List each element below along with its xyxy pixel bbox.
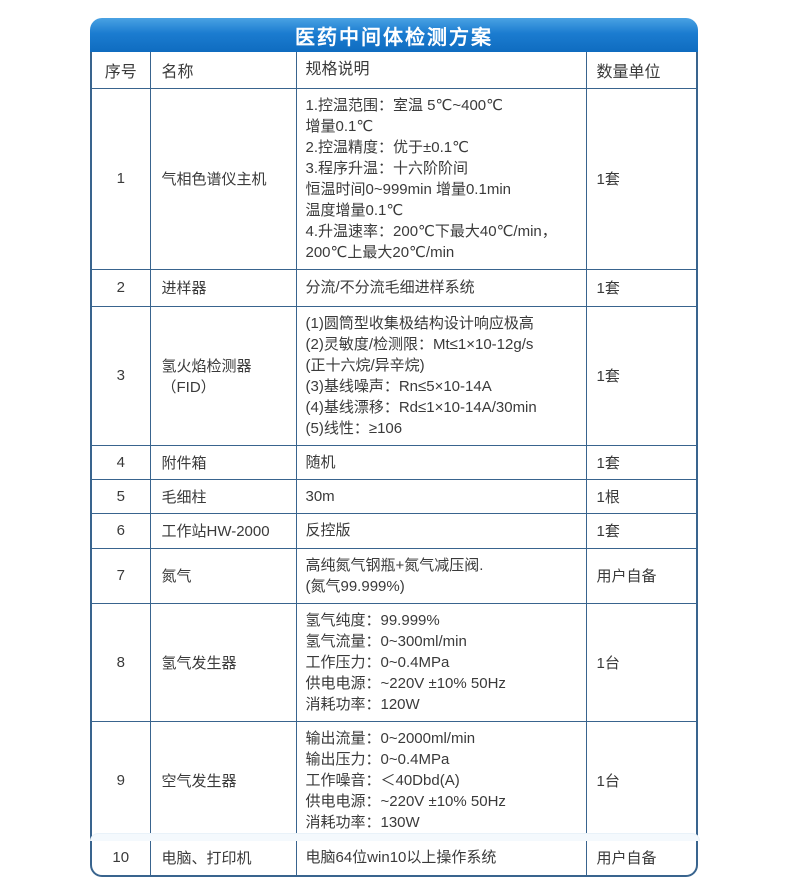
table-title: 医药中间体检测方案 bbox=[90, 18, 698, 52]
cell-name: 进样器 bbox=[150, 268, 297, 306]
table-row: 3 氢火焰检测器（FID） (1)圆筒型收集极结构设计响应极高 (2)灵敏度/检… bbox=[92, 305, 696, 445]
cell-no: 1 bbox=[92, 87, 151, 269]
spec-table-wrapper: 序号 名称 规格说明 数量单位 1 气相色谱仪主机 1.控温范围：室温 5℃~4… bbox=[90, 52, 698, 877]
cell-spec: 高纯氮气钢瓶+氮气减压阀. (氮气99.999%) bbox=[296, 547, 587, 603]
cell-qty: 1套 bbox=[586, 305, 696, 445]
cell-name: 工作站HW-2000 bbox=[150, 512, 297, 548]
cell-no: 9 bbox=[92, 720, 151, 839]
cell-no: 4 bbox=[92, 444, 151, 479]
cell-name: 氢气发生器 bbox=[150, 602, 297, 721]
cell-qty: 用户自备 bbox=[586, 547, 696, 603]
table-row: 10 电脑、打印机 电脑64位win10以上操作系统 用户自备 bbox=[92, 838, 696, 875]
spec-table: 序号 名称 规格说明 数量单位 1 气相色谱仪主机 1.控温范围：室温 5℃~4… bbox=[92, 52, 696, 875]
cell-no: 3 bbox=[92, 305, 151, 445]
table-header-row: 序号 名称 规格说明 数量单位 bbox=[92, 52, 696, 88]
cell-spec: 电脑64位win10以上操作系统 bbox=[296, 838, 587, 875]
cell-spec: (1)圆筒型收集极结构设计响应极高 (2)灵敏度/检测限：Mt≤1×10-12g… bbox=[296, 305, 587, 445]
cell-name: 氮气 bbox=[150, 547, 297, 603]
table-row: 2 进样器 分流/不分流毛细进样系统 1套 bbox=[92, 268, 696, 306]
cell-name: 附件箱 bbox=[150, 444, 297, 479]
cell-name: 氢火焰检测器（FID） bbox=[150, 305, 297, 445]
table-row: 5 毛细柱 30m 1根 bbox=[92, 478, 696, 513]
cell-spec: 30m bbox=[296, 478, 587, 513]
cell-spec: 氢气纯度：99.999% 氢气流量：0~300ml/min 工作压力：0~0.4… bbox=[296, 602, 587, 721]
cell-qty: 1台 bbox=[586, 602, 696, 721]
table-row: 7 氮气 高纯氮气钢瓶+氮气减压阀. (氮气99.999%) 用户自备 bbox=[92, 547, 696, 603]
table-row: 6 工作站HW-2000 反控版 1套 bbox=[92, 512, 696, 548]
table-row: 1 气相色谱仪主机 1.控温范围：室温 5℃~400℃ 增量0.1℃ 2.控温精… bbox=[92, 87, 696, 269]
cell-no: 2 bbox=[92, 268, 151, 306]
cell-qty: 1套 bbox=[586, 268, 696, 306]
cell-no: 5 bbox=[92, 478, 151, 513]
cell-no: 10 bbox=[92, 838, 151, 875]
cell-name: 电脑、打印机 bbox=[150, 838, 297, 875]
cell-qty: 1台 bbox=[586, 720, 696, 839]
cell-qty: 1根 bbox=[586, 478, 696, 513]
header-qty: 数量单位 bbox=[596, 63, 661, 81]
cell-qty: 1套 bbox=[586, 444, 696, 479]
cell-spec: 分流/不分流毛细进样系统 bbox=[296, 268, 587, 306]
cell-no: 6 bbox=[92, 512, 151, 548]
cell-qty: 用户自备 bbox=[586, 838, 696, 875]
cell-spec: 1.控温范围：室温 5℃~400℃ 增量0.1℃ 2.控温精度：优于±0.1℃ … bbox=[296, 87, 587, 269]
cell-spec: 反控版 bbox=[296, 512, 587, 548]
header-name: 名称 bbox=[150, 52, 297, 88]
table-row: 9 空气发生器 输出流量：0~2000ml/min 输出压力：0~0.4MPa … bbox=[92, 720, 696, 839]
cell-name: 气相色谱仪主机 bbox=[150, 87, 297, 269]
cell-name: 空气发生器 bbox=[150, 720, 297, 839]
cell-qty: 1套 bbox=[586, 512, 696, 548]
table-row: 4 附件箱 随机 1套 bbox=[92, 444, 696, 479]
cell-name: 毛细柱 bbox=[150, 478, 297, 513]
cell-no: 7 bbox=[92, 547, 151, 603]
header-no: 序号 bbox=[92, 52, 151, 88]
cell-spec: 随机 bbox=[296, 444, 587, 479]
cell-spec: 输出流量：0~2000ml/min 输出压力：0~0.4MPa 工作噪音：＜40… bbox=[296, 720, 587, 839]
cell-no: 8 bbox=[92, 602, 151, 721]
cell-qty: 1套 bbox=[586, 87, 696, 269]
table-row: 8 氢气发生器 氢气纯度：99.999% 氢气流量：0~300ml/min 工作… bbox=[92, 602, 696, 721]
header-spec: 规格说明 bbox=[296, 52, 587, 88]
detection-plan-card: 医药中间体检测方案 序号 名称 规格说明 数量单位 1 气相色谱仪主机 1.控温… bbox=[90, 18, 698, 877]
